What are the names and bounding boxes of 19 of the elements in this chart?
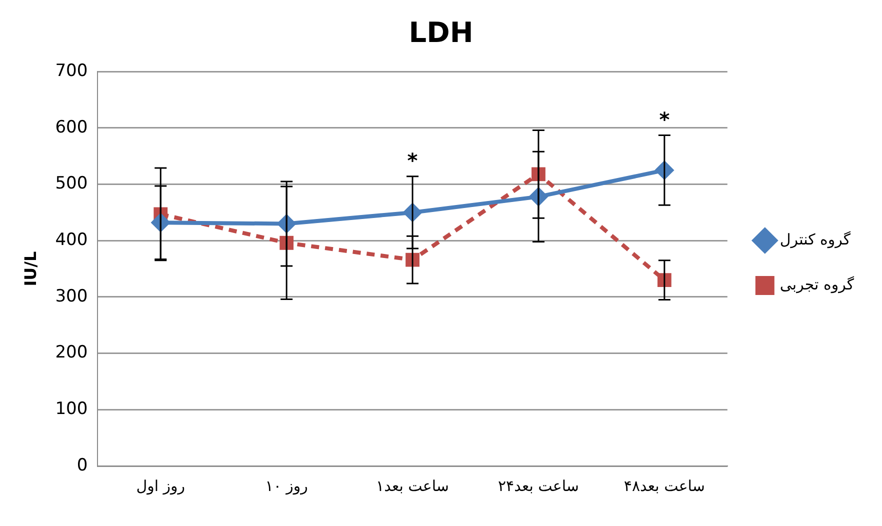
data-label: * <box>407 148 418 173</box>
legend-label: گروه تجربی <box>780 275 855 294</box>
data-label: * <box>659 107 670 132</box>
x-tick-label: روز ۱۰ <box>265 476 308 495</box>
y-tick-label: 0 <box>76 455 88 476</box>
y-tick-label: 200 <box>55 342 88 363</box>
y-tick-label: 400 <box>55 230 88 250</box>
y-tick-label: 700 <box>55 61 88 82</box>
y-tick-label: 300 <box>55 286 88 306</box>
x-tick-label: روز اول <box>136 476 186 495</box>
y-axis-title: IU/L <box>20 251 40 286</box>
chart-title: LDH <box>408 16 474 50</box>
legend-label: گروه کنترل <box>780 230 852 248</box>
x-tick-label: ۱ساعت بعد <box>376 476 449 495</box>
y-tick-label: 500 <box>55 174 88 194</box>
y-tick-label: 100 <box>55 399 88 420</box>
y-tick-label: 600 <box>55 117 88 138</box>
x-tick-label: ۴۸ساعت بعد <box>624 476 705 495</box>
x-tick-label: ۲۴ساعت بعد <box>498 476 579 495</box>
